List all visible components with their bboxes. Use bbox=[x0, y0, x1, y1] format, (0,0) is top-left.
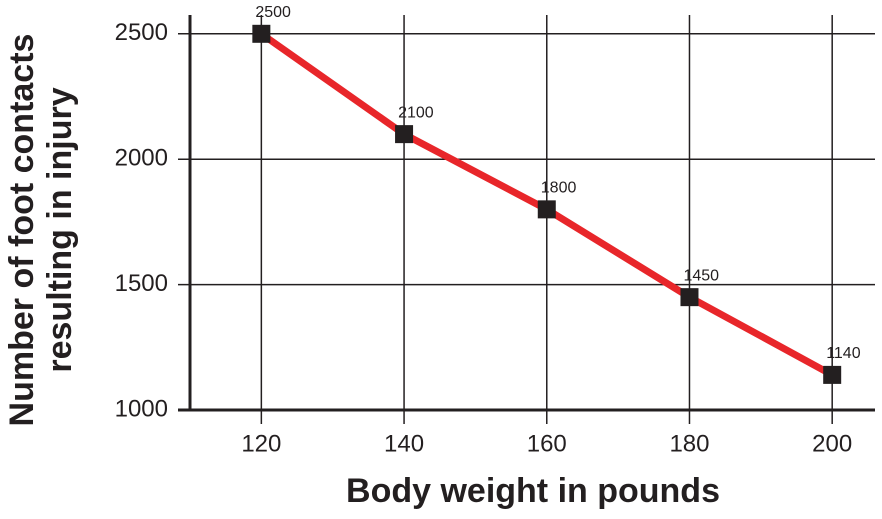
marker bbox=[823, 365, 842, 384]
y-tick-label: 2500 bbox=[115, 19, 168, 46]
x-tick-label: 200 bbox=[812, 430, 852, 457]
y-tick-label: 1000 bbox=[115, 395, 168, 422]
y-axis-label: Number of foot contacts resulting in inj… bbox=[3, 34, 79, 427]
y-axis-label-line: Number of foot contacts bbox=[3, 34, 41, 427]
marker bbox=[537, 200, 556, 219]
x-tick-label: 140 bbox=[384, 430, 424, 457]
marker bbox=[680, 288, 699, 307]
value-label: 1140 bbox=[826, 345, 861, 362]
x-tick-label: 160 bbox=[527, 430, 567, 457]
y-tick-label: 2000 bbox=[115, 145, 168, 172]
marker bbox=[252, 24, 271, 43]
x-axis-label: Body weight in pounds bbox=[346, 472, 720, 510]
value-label: 2500 bbox=[255, 4, 291, 21]
value-label: 1800 bbox=[541, 180, 577, 197]
y-tick-label: 1500 bbox=[115, 270, 168, 297]
y-axis-label-line: resulting in injury bbox=[41, 87, 79, 372]
x-tick-label: 180 bbox=[669, 430, 709, 457]
marker bbox=[395, 125, 414, 144]
value-label: 2100 bbox=[398, 104, 434, 121]
x-tick-label: 120 bbox=[241, 430, 281, 457]
value-label: 1450 bbox=[683, 267, 719, 284]
